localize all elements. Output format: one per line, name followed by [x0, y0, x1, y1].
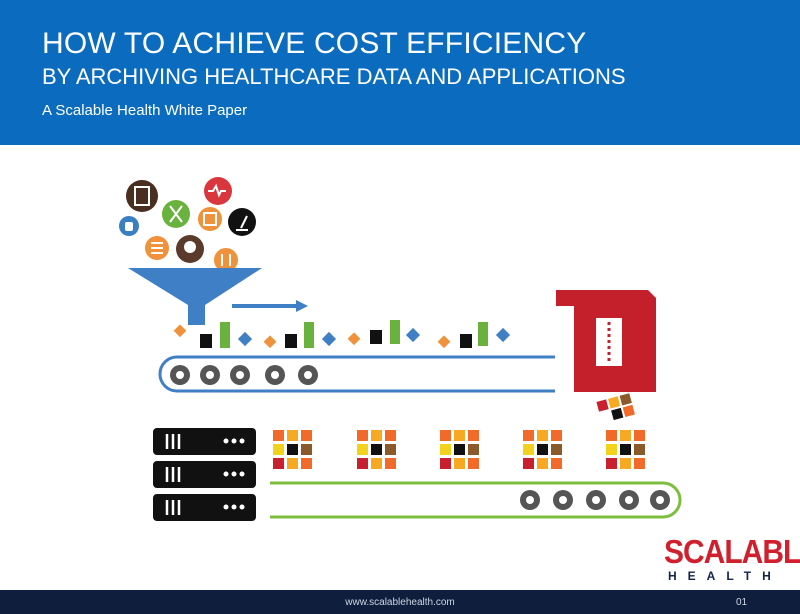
grid-block	[301, 458, 312, 469]
grid-block	[634, 430, 645, 441]
grid-block	[440, 430, 451, 441]
grid-block	[301, 430, 312, 441]
grid-block	[551, 458, 562, 469]
grid-block	[273, 444, 284, 455]
grid-block	[537, 444, 548, 455]
grid-block	[606, 458, 617, 469]
title: HOW TO ACHIEVE COST EFFICIENCY	[42, 27, 587, 60]
grid-block	[537, 458, 548, 469]
grid-block	[634, 458, 645, 469]
grid-block	[371, 444, 382, 455]
grid-block	[371, 430, 382, 441]
grid-block	[287, 444, 298, 455]
grid-block	[287, 430, 298, 441]
grid-block	[551, 430, 562, 441]
grid-block	[454, 458, 465, 469]
grid-block	[620, 430, 631, 441]
grid-block	[523, 430, 534, 441]
grid-block	[301, 444, 312, 455]
footer: www.scalablehealth.com 01	[0, 590, 800, 614]
grid-block	[620, 444, 631, 455]
title-line: BY ARCHIVING HEALTHCARE DATA AND APPLICA…	[42, 64, 626, 89]
subtitle: A Scalable Health White Paper	[42, 102, 248, 119]
grid-block	[454, 430, 465, 441]
grid-block	[273, 458, 284, 469]
grid-block	[371, 458, 382, 469]
grid-block	[523, 458, 534, 469]
grid-block	[468, 458, 479, 469]
logo-name: SCALABLE	[664, 534, 800, 571]
grid-block	[551, 444, 562, 455]
grid-block	[620, 458, 631, 469]
grid-block	[634, 444, 645, 455]
grid-block	[537, 430, 548, 441]
grid-block	[357, 430, 368, 441]
grid-block	[468, 444, 479, 455]
logo-tagline: HEALTH	[668, 569, 782, 583]
grid-block	[440, 458, 451, 469]
grid-block	[287, 458, 298, 469]
grid-block	[468, 430, 479, 441]
grid-block	[357, 458, 368, 469]
page-number: 01	[736, 597, 748, 608]
grid-block	[606, 430, 617, 441]
grid-block	[440, 444, 451, 455]
grid-block	[523, 444, 534, 455]
grid-block	[385, 458, 396, 469]
grid-block	[454, 444, 465, 455]
header: HOW TO ACHIEVE COST EFFICIENCY BY ARCHIV…	[0, 0, 800, 145]
footer-url: www.scalablehealth.com	[345, 597, 455, 608]
grid-block	[606, 444, 617, 455]
grid-block	[385, 444, 396, 455]
grid-block	[357, 444, 368, 455]
grid-block	[385, 430, 396, 441]
illustration	[119, 177, 682, 521]
grid-block	[273, 430, 284, 441]
